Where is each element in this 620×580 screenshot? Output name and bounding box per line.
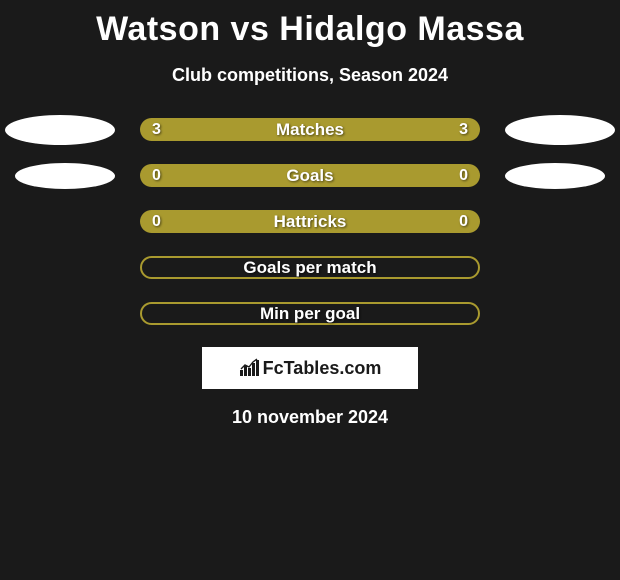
brand-text: FcTables.com	[263, 358, 382, 379]
stat-pill: 3 Matches 3	[140, 118, 480, 141]
stats-list: 3 Matches 3 0 Goals 0 0 Hattricks 0	[0, 118, 620, 325]
page-subtitle: Club competitions, Season 2024	[172, 65, 448, 86]
stat-pill: 0 Goals 0	[140, 164, 480, 187]
stat-pill: Min per goal	[140, 302, 480, 325]
stat-pill: 0 Hattricks 0	[140, 210, 480, 233]
stat-row: 0 Goals 0	[0, 164, 620, 187]
stat-row: 3 Matches 3	[0, 118, 620, 141]
stat-label: Min per goal	[260, 302, 360, 325]
stat-row: Goals per match	[0, 256, 620, 279]
stat-left-value: 3	[152, 118, 161, 141]
stat-label: Goals per match	[243, 256, 376, 279]
stat-right-value: 0	[459, 210, 468, 233]
stat-row: Min per goal	[0, 302, 620, 325]
left-marker-ellipse	[15, 163, 115, 189]
stat-right-value: 0	[459, 164, 468, 187]
footer-date: 10 november 2024	[232, 407, 388, 428]
page-title: Watson vs Hidalgo Massa	[96, 10, 524, 49]
stat-row: 0 Hattricks 0	[0, 210, 620, 233]
left-marker-ellipse	[5, 115, 115, 145]
stat-label: Hattricks	[274, 210, 347, 233]
stat-right-value: 3	[459, 118, 468, 141]
stat-label: Goals	[286, 164, 333, 187]
stat-left-value: 0	[152, 164, 161, 187]
right-marker-ellipse	[505, 163, 605, 189]
stat-label: Matches	[276, 118, 344, 141]
stat-left-value: 0	[152, 210, 161, 233]
stat-pill: Goals per match	[140, 256, 480, 279]
comparison-widget: Watson vs Hidalgo Massa Club competition…	[0, 0, 620, 428]
right-marker-ellipse	[505, 115, 615, 145]
bar-chart-icon	[239, 358, 261, 378]
brand-badge: FcTables.com	[202, 347, 418, 389]
